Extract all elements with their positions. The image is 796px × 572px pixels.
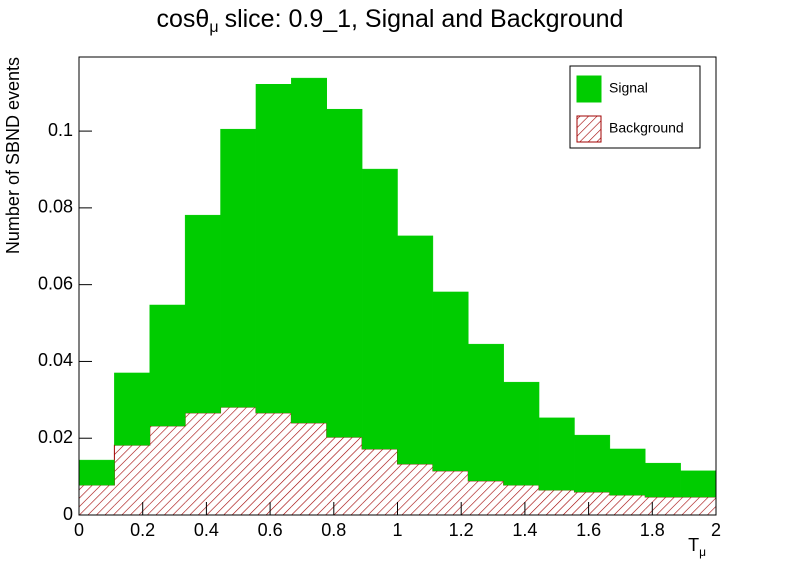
y-tick-label: 0.04 — [38, 350, 73, 370]
histogram-bar — [149, 304, 186, 427]
histogram-bar — [574, 434, 611, 493]
histogram-bar — [574, 491, 610, 515]
histogram-bar — [397, 235, 434, 465]
x-tick-label: 1.4 — [512, 520, 537, 540]
title-subscript: μ — [209, 19, 218, 36]
histogram-bar — [432, 470, 469, 515]
x-axis-label: Tμ — [688, 535, 706, 559]
x-tick-label: 0.4 — [194, 520, 219, 540]
histogram-bar — [432, 291, 469, 472]
legend: Signal Background — [576, 75, 684, 143]
histogram-bar — [149, 425, 186, 515]
x-tick-label: 0.8 — [321, 520, 346, 540]
histogram-bar — [609, 448, 646, 496]
histogram-bar — [503, 381, 540, 486]
x-tick-label: 2 — [711, 520, 721, 540]
y-tick-label: 0 — [63, 504, 73, 524]
histogram-bar — [538, 417, 575, 491]
legend-label: Signal — [609, 80, 648, 96]
histogram-bar — [78, 459, 115, 486]
histogram-bar — [539, 490, 575, 515]
y-tick-label: 0.06 — [38, 273, 73, 293]
histogram-bar — [185, 412, 221, 515]
histogram-bar — [326, 108, 363, 438]
histogram-bar — [645, 496, 681, 515]
legend-label: Background — [609, 120, 684, 136]
x-tick-label: 0 — [74, 520, 84, 540]
histogram-bar — [326, 437, 363, 515]
histogram-bar — [220, 128, 257, 408]
x-label-subscript: μ — [699, 545, 706, 559]
histogram-bar — [114, 372, 151, 446]
x-tick-label: 1.6 — [576, 520, 601, 540]
legend-swatch — [576, 115, 602, 143]
histogram-bar — [291, 422, 327, 515]
histogram-bar — [255, 412, 292, 515]
legend-swatch — [576, 75, 602, 103]
y-tick-label: 0.02 — [38, 427, 73, 447]
histogram-bar — [609, 495, 646, 515]
histogram-bar — [468, 480, 504, 515]
histogram-bar — [361, 168, 398, 450]
y-tick-label: 0.1 — [48, 120, 73, 140]
chart-title: cosθμ slice: 0.9_1, Signal and Background — [157, 5, 624, 37]
histogram-bar — [114, 445, 150, 515]
x-tick-label: 0.2 — [130, 520, 155, 540]
histogram-bar — [220, 407, 256, 515]
title-rest: slice: 0.9_1, Signal and Background — [225, 5, 624, 33]
histogram-bar — [397, 463, 433, 515]
x-label-main: T — [688, 535, 699, 555]
x-tick-label: 1 — [392, 520, 402, 540]
histogram-bar — [680, 470, 717, 498]
axes: 0 0.02 0.04 0.06 0.08 0.1 0 0.2 0.4 0.6 0.8 1 1.2 1.4… — [38, 120, 721, 540]
y-tick-label: 0.08 — [38, 197, 73, 217]
x-tick-label: 0.6 — [258, 520, 283, 540]
histogram-bar — [255, 84, 292, 414]
histogram-bar — [644, 462, 681, 498]
plot-area — [78, 77, 717, 515]
histogram-bar — [503, 485, 540, 515]
y-axis-label: Number of SBND events — [3, 57, 23, 254]
histogram-bar — [184, 214, 221, 414]
histogram-bar — [680, 496, 716, 515]
title-main: cosθ — [157, 5, 210, 33]
histogram-bar — [291, 77, 327, 424]
histogram-bar — [468, 343, 504, 482]
histogram-bar — [79, 485, 115, 515]
histogram-bar — [362, 448, 398, 515]
x-tick-label: 1.8 — [640, 520, 665, 540]
x-tick-label: 1.2 — [449, 520, 474, 540]
